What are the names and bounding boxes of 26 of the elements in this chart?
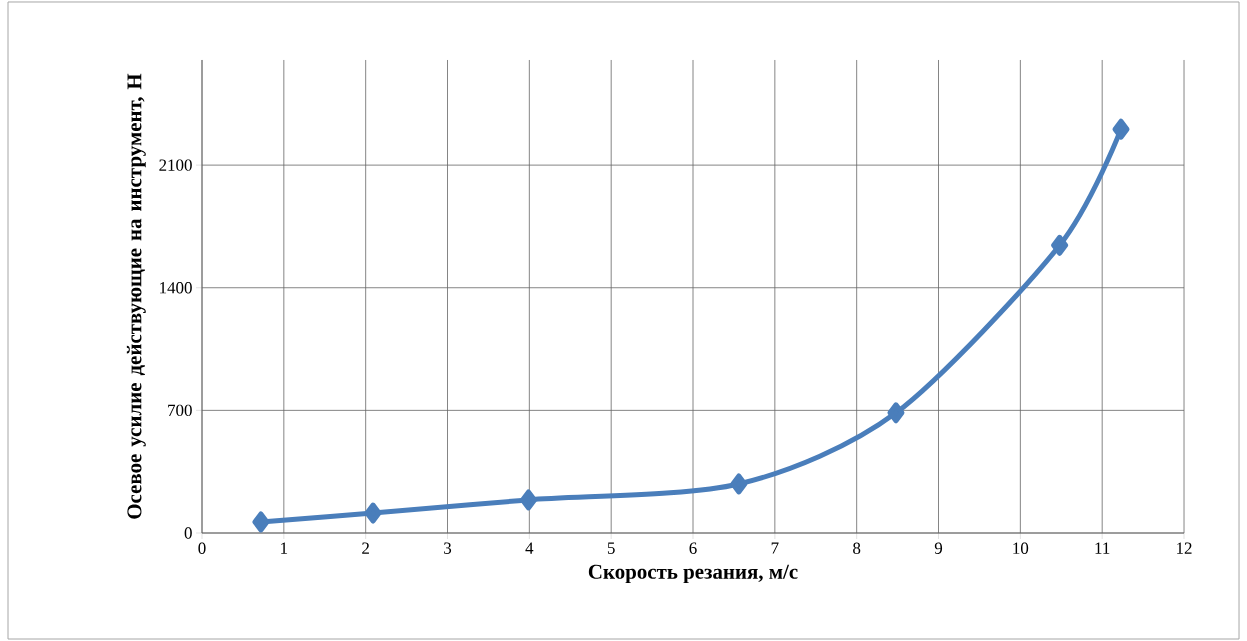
x-tick-label: 9: [934, 542, 943, 554]
x-tick-label: 2: [362, 542, 369, 554]
y-tick-label: 1400: [160, 282, 192, 294]
x-tick-label: 8: [853, 542, 861, 554]
point: [1112, 118, 1130, 140]
x-tick-label: 1: [281, 542, 288, 554]
y-tick-label: 700: [168, 404, 192, 417]
point: [252, 511, 270, 533]
x-tick-label: 12: [1177, 542, 1192, 554]
x-tick-label: 4: [525, 542, 534, 554]
x-tick-label: 10: [1013, 542, 1029, 554]
point: [520, 489, 538, 511]
y-tick-label: 2100: [159, 159, 192, 171]
point: [887, 402, 905, 424]
y-axis-title: Осевое усилие действующие на инструмент, Н: [126, 73, 146, 519]
y-tick-label: 0: [184, 527, 192, 539]
point: [364, 502, 382, 524]
x-tick-label: 5: [607, 542, 615, 554]
point: [730, 473, 748, 495]
x-tick-label: 3: [444, 542, 452, 554]
x-tick-label: 7: [771, 542, 779, 554]
point: [1051, 234, 1069, 256]
x-tick-label: 6: [689, 542, 697, 554]
x-axis-title: Скорость резания, м/с: [588, 564, 798, 584]
x-tick-label: 11: [1095, 542, 1110, 554]
x-tick-label: 0: [198, 542, 206, 554]
